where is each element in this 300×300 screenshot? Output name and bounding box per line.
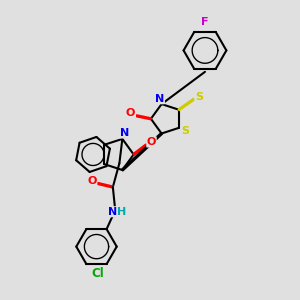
- Text: O: O: [87, 176, 97, 185]
- Text: O: O: [147, 137, 156, 147]
- Text: O: O: [126, 108, 135, 118]
- Text: N: N: [119, 128, 129, 138]
- Text: F: F: [201, 17, 209, 28]
- Text: Cl: Cl: [92, 267, 104, 280]
- Text: S: S: [195, 92, 203, 102]
- Text: S: S: [181, 126, 189, 136]
- Text: H: H: [117, 207, 126, 217]
- Text: N: N: [155, 94, 164, 104]
- Text: N: N: [108, 207, 117, 217]
